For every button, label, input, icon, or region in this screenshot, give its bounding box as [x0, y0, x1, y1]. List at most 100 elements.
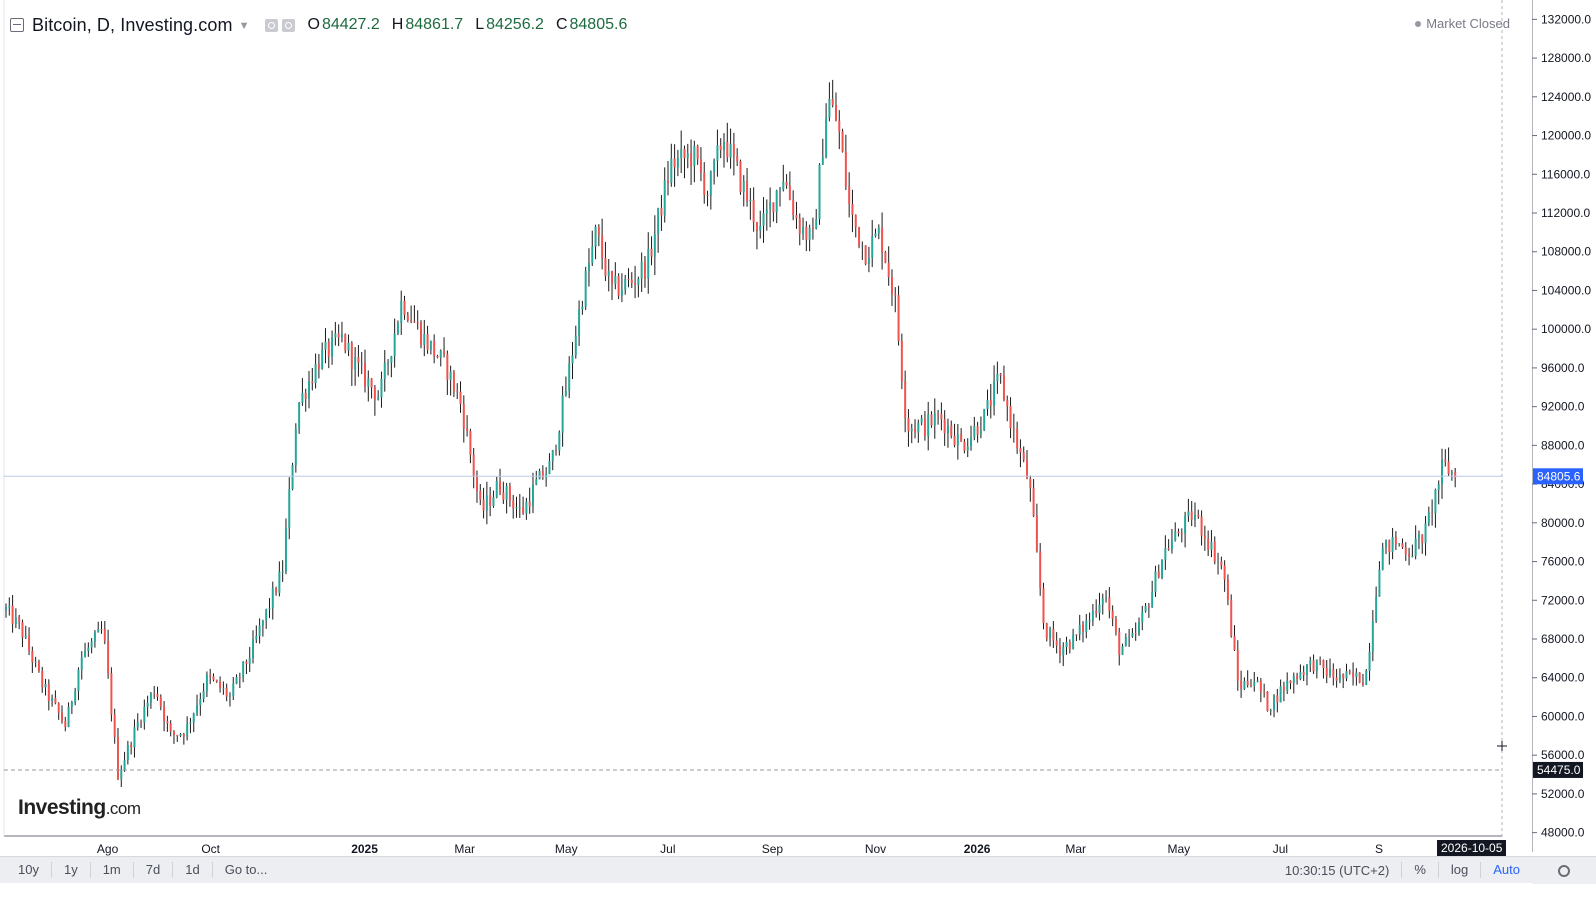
y-tick-label: 56000.0 [1541, 748, 1585, 762]
candle-body [1049, 628, 1052, 639]
candle-body [443, 350, 446, 355]
range-1d-button[interactable]: 1d [173, 862, 213, 878]
candle-body [564, 390, 567, 396]
y-tick-label: 124000.0 [1541, 90, 1591, 104]
candle-body [1137, 622, 1140, 634]
x-tick-label: Mar [1065, 842, 1087, 856]
range-7d-button[interactable]: 7d [134, 862, 174, 878]
candle-body [943, 419, 946, 434]
candle-body [462, 404, 465, 429]
candle-body [719, 145, 722, 151]
candle-body [219, 681, 222, 689]
candle-body [637, 278, 640, 285]
candle-body [502, 492, 505, 500]
price-chart[interactable] [0, 0, 1532, 852]
candle-body [785, 181, 788, 186]
candle-body [261, 620, 264, 626]
percent-scale-button[interactable]: % [1401, 862, 1438, 878]
candle-body [410, 320, 413, 322]
candle-body [1431, 512, 1434, 514]
candle-body [209, 674, 212, 677]
range-10y-button[interactable]: 10y [0, 862, 52, 878]
candle-body [107, 640, 110, 674]
candle-body [308, 381, 311, 399]
candle-body [1207, 538, 1210, 550]
symbol-title[interactable]: Bitcoin, D, Investing.com [32, 14, 233, 35]
auto-scale-button[interactable]: Auto [1480, 862, 1532, 878]
candle-body [245, 661, 248, 664]
candle-body [558, 432, 561, 451]
candle-body [1213, 541, 1216, 562]
candle-body [37, 661, 40, 672]
goto-date-button[interactable]: Go to... [224, 862, 268, 877]
candle-body [1180, 533, 1183, 535]
candle-body [495, 480, 498, 498]
last-price-label: 84805.6 [1537, 469, 1581, 483]
candle-body [1164, 548, 1167, 561]
candle-body [271, 588, 274, 609]
chevron-down-icon[interactable]: ▼ [238, 20, 250, 32]
y-tick-label: 128000.0 [1541, 51, 1591, 65]
candle-body [304, 392, 307, 399]
candle-body [1065, 641, 1068, 648]
candle-body [851, 204, 854, 215]
candle-body [387, 362, 390, 364]
candle-body [1269, 710, 1272, 712]
candle-body [499, 480, 502, 493]
x-tick-label: Sep [761, 842, 784, 856]
candle-body [782, 181, 785, 190]
candle-body [1105, 597, 1108, 599]
candle-body [1075, 634, 1078, 636]
candle-body [110, 673, 113, 715]
candle-body [1203, 535, 1206, 539]
candle-body [8, 605, 11, 608]
candle-body [93, 632, 96, 642]
candle-body [1325, 668, 1328, 676]
candle-body [581, 306, 584, 310]
candle-body [1226, 579, 1229, 600]
candle-body [1078, 624, 1081, 635]
candle-body [1032, 487, 1035, 517]
candle-body [232, 683, 235, 696]
candle-body [100, 628, 103, 630]
range-1m-button[interactable]: 1m [91, 862, 134, 878]
candle-body [716, 145, 719, 161]
range-1y-button[interactable]: 1y [52, 862, 91, 878]
candle-body [693, 145, 696, 167]
candle-body [1052, 628, 1055, 641]
collapse-icon[interactable] [10, 18, 24, 32]
candle-body [854, 214, 857, 228]
candle-body [1114, 619, 1117, 633]
price-axis[interactable]: 132000.0 128000.0 124000.0 120000.0 116000.0… [1532, 0, 1596, 878]
candle-body [153, 693, 156, 695]
candle-body [321, 349, 324, 370]
candle-body [996, 373, 999, 382]
y-tick-label: 120000.0 [1541, 129, 1591, 143]
candle-body [482, 499, 485, 511]
candle-body [31, 650, 34, 663]
candle-body [47, 683, 50, 701]
candle-body [166, 721, 169, 724]
settings-icon[interactable] [282, 18, 296, 32]
eye-icon[interactable] [265, 18, 279, 32]
log-scale-button[interactable]: log [1437, 862, 1480, 878]
candle-body [327, 341, 330, 357]
candle-body [1444, 459, 1447, 462]
candle-body [426, 334, 429, 350]
candle-body [864, 245, 867, 265]
candle-body [1348, 671, 1351, 673]
candle-body [667, 180, 670, 183]
chart-header: Bitcoin, D, Investing.com ▼ O 84427.2 H 84… [10, 14, 639, 36]
candle-body [1361, 682, 1364, 685]
candle-body [686, 153, 689, 159]
candle-body [927, 414, 930, 436]
candle-body [578, 309, 581, 337]
candle-body [149, 693, 152, 703]
candle-body [844, 151, 847, 187]
status-dot-icon [1415, 20, 1422, 27]
gear-icon[interactable] [1558, 864, 1570, 877]
candle-body [1381, 547, 1384, 570]
candle-body [1223, 565, 1226, 580]
candle-body [344, 334, 347, 351]
candle-body [238, 677, 241, 679]
